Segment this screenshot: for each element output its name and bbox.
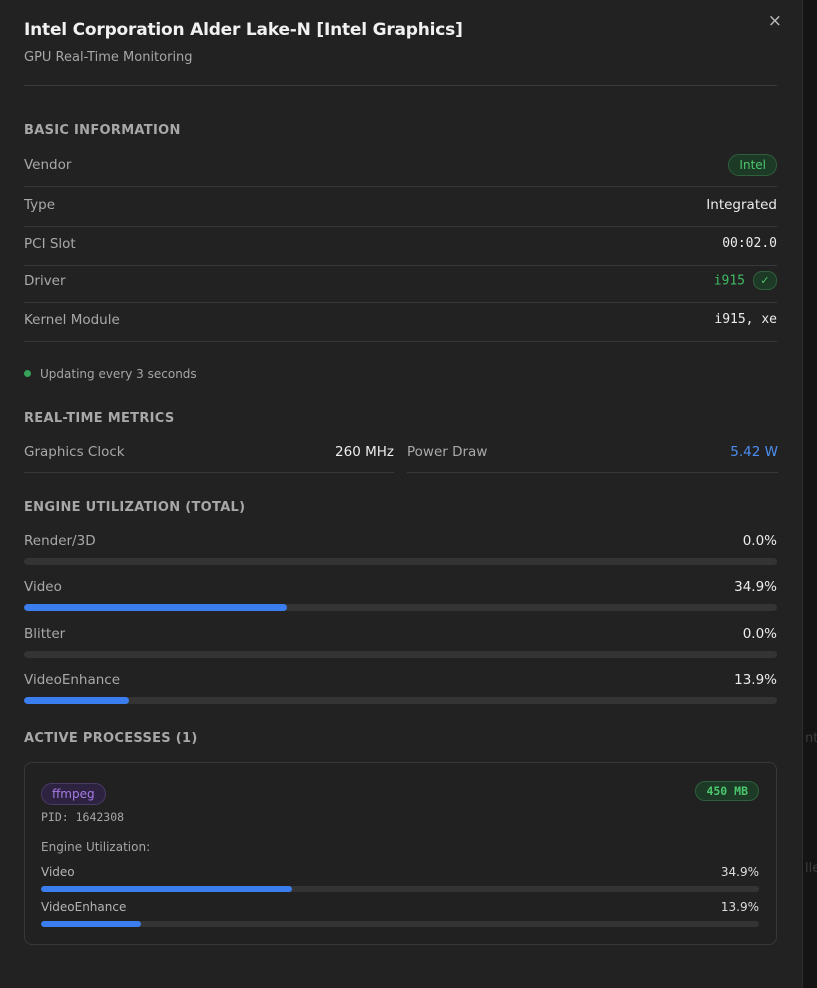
vendor-row: Vendor Intel [24,147,777,187]
check-icon: ✓ [753,271,777,290]
engine-progress-track [24,604,777,611]
engine-label: Render/3D [24,533,96,549]
process-engine-track [41,921,759,927]
engine-progress-fill [24,604,287,611]
background-text-fragment: lle [805,861,817,876]
engine-label: Video [24,579,62,595]
engine-value: 13.9% [734,672,777,688]
engine-label: VideoEnhance [24,672,121,688]
modal-subtitle: GPU Real-Time Monitoring [24,50,193,65]
graphics-clock-value: 260 MHz [335,444,394,460]
graphics-clock-label: Graphics Clock [24,444,125,460]
driver-value: i915 [713,273,745,289]
process-engine-label: Video [41,865,75,879]
type-value: Integrated [706,197,777,213]
active-processes-title: ACTIVE PROCESSES (1) [24,731,198,746]
engine-progress-track [24,697,777,704]
background-text-fragment: nt [805,731,817,746]
pci-slot-value: 00:02.0 [722,236,777,251]
power-draw-label: Power Draw [407,444,488,460]
graphics-clock-metric: Graphics Clock 260 MHz [24,434,394,473]
engine-value: 0.0% [742,626,777,642]
process-engine-fill [41,921,141,927]
process-memory-badge: 450 MB [695,781,759,801]
engine-value: 0.0% [742,533,777,549]
power-draw-metric: Power Draw 5.42 W [407,434,778,473]
process-engine-value: 13.9% [720,900,759,914]
process-engine-label: VideoEnhance [41,900,127,914]
engine-progress-track [24,651,777,658]
kernel-module-label: Kernel Module [24,312,120,328]
driver-row: Driver i915 ✓ [24,263,777,303]
engine-utilization-title: ENGINE UTILIZATION (TOTAL) [24,500,246,515]
process-name-badge: ffmpeg [41,783,106,805]
power-draw-value: 5.42 W [730,444,778,460]
kernel-module-value: i915, xe [714,312,777,327]
pci-slot-row: PCI Slot 00:02.0 [24,226,777,266]
divider [24,85,777,86]
engine-progress-track [24,558,777,565]
driver-label: Driver [24,273,66,289]
pci-slot-label: PCI Slot [24,236,76,252]
driver-value-group: i915 ✓ [714,271,777,290]
process-engine-value: 34.9% [720,865,759,879]
kernel-module-row: Kernel Module i915, xe [24,302,777,342]
basic-info-title: BASIC INFORMATION [24,123,181,138]
process-card[interactable]: ffmpeg 450 MB PID: 1642308 Engine Utiliz… [24,762,777,945]
live-status-dot-icon [24,370,31,377]
engine-value: 34.9% [734,579,777,595]
process-engine-utilization-label: Engine Utilization: [41,840,151,854]
engine-label: Blitter [24,626,66,642]
metrics-title: REAL-TIME METRICS [24,411,175,426]
process-engine-fill [41,886,292,892]
type-label: Type [24,197,56,213]
close-icon[interactable]: × [767,11,782,31]
process-pid: PID: 1642308 [41,810,125,824]
engine-progress-fill [24,697,129,704]
vendor-label: Vendor [24,157,72,173]
type-row: Type Integrated [24,187,777,227]
process-engine-track [41,886,759,892]
vendor-badge: Intel [728,154,777,176]
modal-title: Intel Corporation Alder Lake-N [Intel Gr… [24,20,463,40]
update-status-text: Updating every 3 seconds [40,367,197,381]
